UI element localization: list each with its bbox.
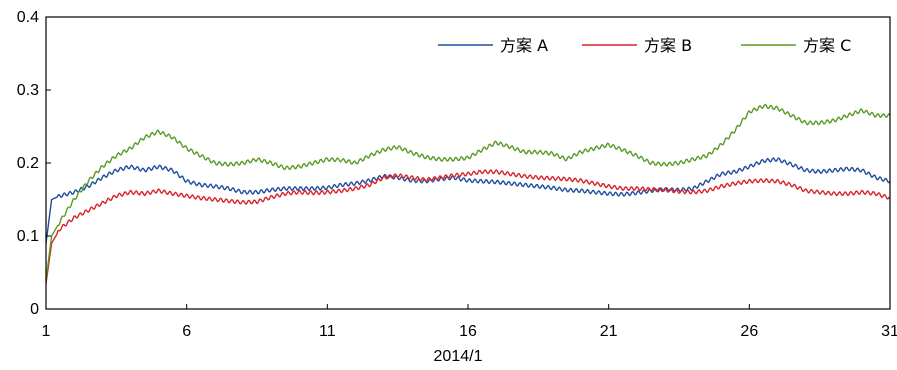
ticks-layer: 00.10.20.30.41 6 11 16 21 26 31 — [17, 9, 897, 340]
x-tick-label: 16 — [459, 323, 477, 340]
y-tick-label: 0.4 — [17, 9, 39, 26]
series-line-3 — [45, 103, 891, 280]
series-line-2 — [45, 169, 891, 284]
plot-frame — [45, 16, 891, 310]
x-tick-label: 6 — [182, 323, 191, 340]
x-tick-label: 21 — [600, 323, 618, 340]
x-tick-label: 26 — [740, 323, 758, 340]
legend-label-3: 方案 C — [803, 36, 851, 55]
x-tick-label: 11 — [319, 323, 336, 340]
y-tick-label: 0.3 — [17, 82, 39, 99]
legend: 方案 A 方案 B 方案 C — [438, 36, 851, 55]
legend-label-1: 方案 A — [500, 36, 548, 55]
legend-label-2: 方案 B — [644, 36, 692, 55]
series-layer — [45, 103, 891, 284]
x-tick-label: 31 — [881, 323, 897, 340]
x-tick-label: 1 — [42, 323, 51, 340]
y-tick-label: 0.1 — [17, 228, 39, 245]
y-tick-label: 0.2 — [17, 155, 39, 172]
y-tick-label: 0 — [30, 301, 39, 318]
x-axis-title: 2014/1 — [434, 348, 483, 365]
series-line-1 — [45, 157, 891, 244]
